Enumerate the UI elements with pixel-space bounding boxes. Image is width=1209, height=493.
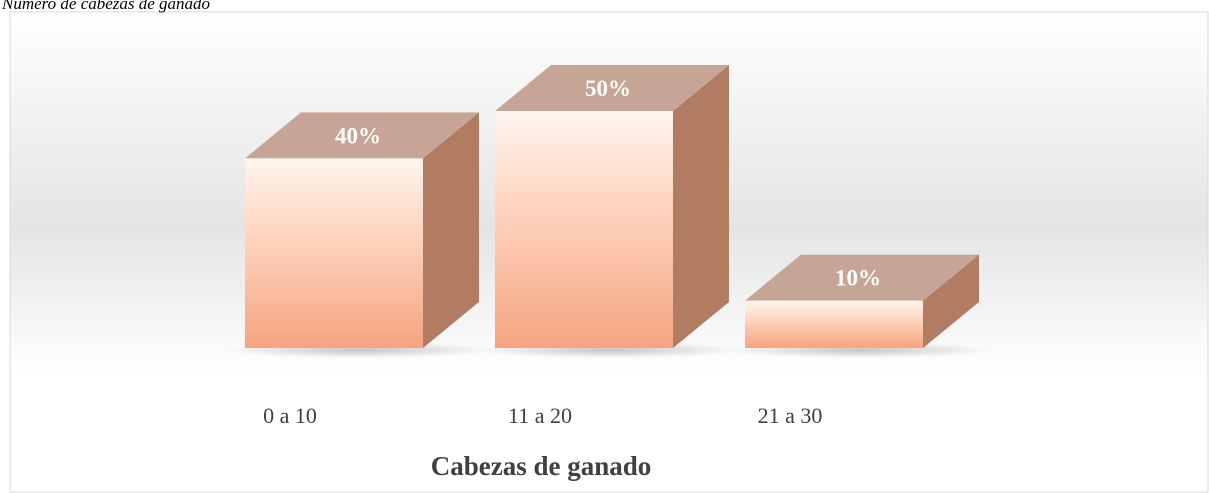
data-label: 40% [335, 123, 381, 148]
chart-title: Número de cabezas de ganado [1, 0, 210, 13]
x-tick-label: 21 a 30 [758, 403, 823, 428]
x-axis-title: Cabezas de ganado [431, 451, 652, 481]
x-tick-label: 0 a 10 [263, 403, 317, 428]
bar-top [495, 65, 729, 111]
bar [245, 158, 423, 348]
bar-side [673, 65, 729, 348]
bar [495, 111, 673, 348]
bar-side [423, 112, 479, 349]
x-tick-label: 11 a 20 [508, 403, 572, 428]
bar-top [245, 112, 479, 159]
data-label: 50% [585, 76, 631, 101]
bar-top [745, 254, 979, 301]
data-label: 10% [835, 266, 881, 291]
bar [745, 300, 923, 348]
bar-side [923, 254, 979, 348]
